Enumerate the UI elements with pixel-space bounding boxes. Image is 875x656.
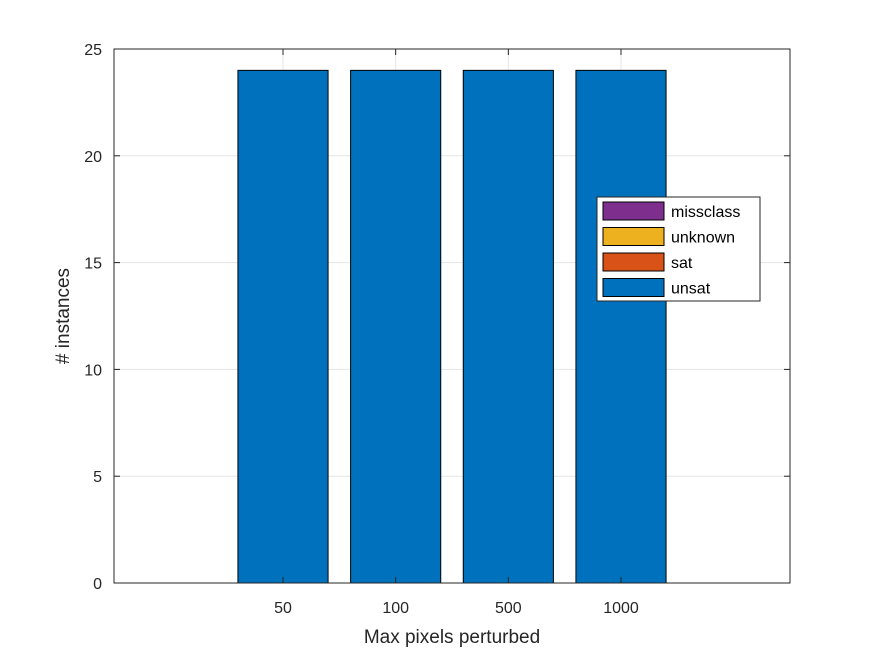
x-tick-label: 1000 — [603, 600, 639, 617]
legend-swatch-missclass — [602, 201, 665, 221]
legend-swatch-sat — [602, 252, 665, 272]
x-tick-label: 100 — [382, 600, 409, 617]
y-tick-label: 15 — [84, 256, 102, 273]
y-axis-ticks: 0 5 10 15 20 25 — [84, 42, 790, 593]
legend-swatch-unsat — [602, 278, 665, 297]
legend-label-missclass: missclass — [671, 204, 740, 221]
x-axis-ticks: 50 100 500 1000 — [274, 49, 639, 617]
plot-frame — [113, 48, 791, 584]
x-tick-label: 50 — [274, 600, 292, 617]
y-tick-label: 10 — [84, 362, 102, 379]
legend-swatch-unknown — [602, 227, 665, 246]
x-tick-label: 500 — [495, 600, 522, 617]
legend: missclass unknown sat unsat — [596, 196, 761, 302]
plot-background — [114, 49, 790, 583]
y-tick-label: 25 — [84, 42, 102, 59]
bar-unsat-1000 — [575, 69, 667, 584]
x-axis-label: Max pixels perturbed — [364, 627, 540, 648]
legend-label-unknown: unknown — [671, 230, 735, 247]
bar-unsat-100 — [350, 69, 442, 584]
legend-label-unsat: unsat — [671, 281, 711, 298]
bar-unsat-50 — [237, 69, 329, 584]
legend-label-sat: sat — [671, 255, 693, 272]
y-tick-label: 5 — [93, 469, 102, 486]
bar-unsat-500 — [462, 69, 554, 584]
bars — [237, 69, 667, 584]
y-axis-label: # instances — [53, 268, 74, 364]
y-tick-label: 0 — [93, 576, 102, 593]
y-tick-label: 20 — [84, 149, 102, 166]
